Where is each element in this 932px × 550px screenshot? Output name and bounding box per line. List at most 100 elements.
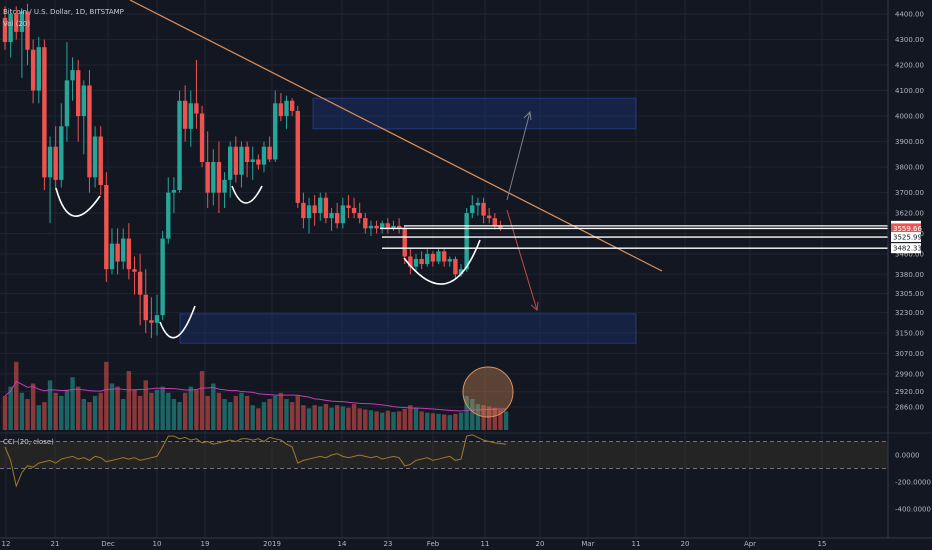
time-tick-label: Dec — [101, 540, 115, 548]
candle-body — [154, 315, 160, 323]
candle-body — [188, 103, 193, 129]
volume-bar — [36, 405, 41, 430]
price-axis[interactable]: 4400.00 4300.00 4200.00 4100.00 4000.00 3900.… — [887, 0, 931, 538]
candle-body — [481, 202, 486, 216]
time-tick-label: 21 — [51, 540, 60, 548]
candle-body — [70, 70, 75, 81]
volume-bar — [222, 399, 227, 430]
candle-body — [239, 146, 244, 175]
candle-body — [312, 205, 317, 214]
candle-body — [436, 251, 441, 262]
volume-bar — [284, 399, 289, 430]
volume-bar — [19, 392, 25, 430]
candle-body — [402, 228, 407, 257]
volume-bar — [340, 406, 345, 430]
candle-body — [318, 197, 323, 214]
candle-body — [425, 253, 430, 265]
volume-bar — [194, 389, 199, 430]
candle-body — [357, 213, 362, 219]
volume-bar — [154, 389, 160, 430]
candle-body — [2, 17, 8, 43]
volume-bar — [228, 402, 233, 430]
volume-bar — [216, 392, 222, 430]
cci-band — [0, 441, 888, 469]
time-tick-label: Mar — [581, 540, 594, 548]
volume-bar — [430, 413, 436, 430]
cci-line — [4, 434, 507, 488]
curve-bottom-2 — [159, 305, 196, 339]
candle-body — [244, 146, 250, 163]
time-axis[interactable]: 12 21 Dec 10 19 2019 14 23 Feb 11 20 Mar 11 20 Apr 15 — [0, 537, 932, 548]
volume-bar — [357, 408, 362, 430]
price-tick-label: 4400.00 — [895, 11, 924, 19]
candle-body — [177, 100, 182, 191]
volume-bar — [109, 383, 115, 430]
candle-body — [121, 238, 126, 262]
volume-bar — [323, 403, 329, 430]
volume-ma-line — [4, 380, 507, 412]
support-zone — [179, 313, 637, 344]
price-tick-label: 4200.00 — [895, 62, 924, 70]
volume-bar — [273, 395, 278, 430]
candle-body — [278, 103, 284, 117]
price-tick-label: 3900.00 — [895, 138, 924, 146]
candle-body — [340, 205, 345, 224]
price-line-tag — [891, 223, 921, 234]
price-tick-label: 3700.00 — [895, 189, 924, 197]
candle-body — [329, 213, 334, 219]
candle-body — [75, 70, 81, 117]
candle-body — [8, 14, 13, 43]
candle-body — [458, 269, 464, 275]
price-tick-label: 4100.00 — [895, 87, 924, 95]
candle-body — [408, 256, 413, 267]
volume-bar — [42, 402, 47, 430]
volume-bar — [30, 383, 36, 430]
cci-label: CCI (20, close) — [3, 438, 54, 446]
volume-bar — [306, 408, 312, 430]
candle-body — [59, 126, 64, 180]
candle-body — [64, 80, 70, 127]
candle-body — [42, 47, 47, 178]
time-tick-label: Feb — [427, 540, 440, 548]
curve-bottom-4 — [403, 239, 481, 285]
candle-body — [19, 11, 25, 32]
candle-body — [126, 238, 132, 270]
candle-body — [182, 100, 188, 129]
volume-bar — [329, 407, 334, 430]
volume-bar — [64, 389, 70, 430]
time-tick-label: 11 — [481, 540, 490, 548]
volume-bar — [14, 361, 19, 430]
candle-body — [396, 225, 402, 229]
cci-tick-label: -200.0000 — [895, 479, 931, 487]
time-tick-label: 23 — [384, 540, 393, 548]
cci-pane — [0, 432, 932, 488]
support-resistance-zones — [179, 97, 637, 344]
volume-bar — [464, 395, 469, 430]
candle-body — [256, 159, 261, 165]
price-tick-label: 4300.00 — [895, 36, 924, 44]
volume-bar — [289, 402, 295, 430]
candle-body — [492, 218, 498, 226]
volume-bar — [143, 380, 148, 430]
volume-bar — [334, 405, 340, 430]
volume-bar — [244, 395, 250, 430]
candle-body — [81, 85, 87, 117]
volume-bar — [475, 403, 481, 430]
candle-body — [166, 192, 171, 239]
volume-bar — [177, 402, 182, 430]
volume-bars — [2, 361, 514, 430]
volume-bar — [391, 412, 396, 430]
candles — [2, 3, 503, 339]
price-tick-label: 3070.00 — [895, 350, 924, 358]
candle-body — [346, 205, 351, 208]
volume-bar — [149, 392, 154, 430]
candle-body — [267, 146, 272, 160]
volume-bar — [132, 389, 137, 430]
candle-body — [351, 207, 357, 214]
price-tick-label: 3230.00 — [895, 309, 924, 317]
candle-body — [334, 213, 340, 224]
volume-bar — [160, 386, 165, 430]
candle-body — [205, 162, 210, 193]
curve-bottom-3 — [231, 185, 263, 204]
